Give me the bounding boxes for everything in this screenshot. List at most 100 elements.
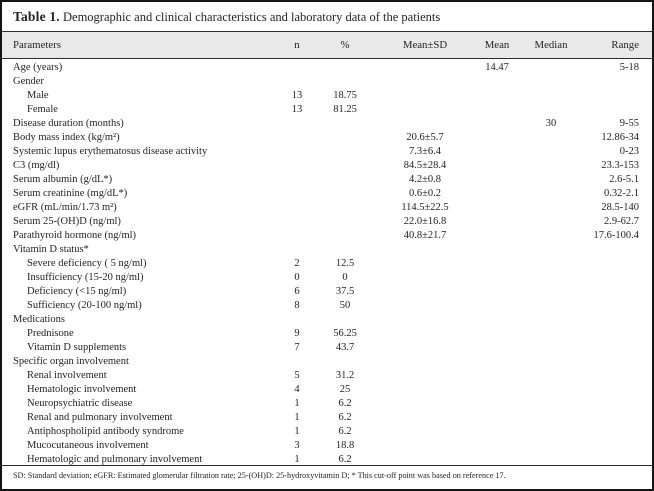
row-parameter: Serum albumin (g/dL*) xyxy=(13,174,113,185)
cell-n: 1 xyxy=(294,426,300,437)
cell-median: 30 xyxy=(545,118,557,129)
cell-range: 9-55 xyxy=(619,118,639,129)
table-row: Systemic lupus erythematosus disease act… xyxy=(13,145,641,159)
column-header-median: Median xyxy=(534,39,568,51)
table-caption-text: Demographic and clinical characteristics… xyxy=(59,10,441,24)
cell-range: 5-18 xyxy=(619,62,639,73)
cell-pct: 6.2 xyxy=(338,398,352,409)
column-header-mean: Mean xyxy=(484,39,510,51)
cell-n: 1 xyxy=(294,398,300,409)
cell-n: 13 xyxy=(291,104,303,115)
table-row: Antiphospholipid antibody syndrome 1 6.2 xyxy=(13,425,641,439)
cell-pct: 81.25 xyxy=(333,104,357,115)
row-parameter: Hematologic involvement xyxy=(27,384,137,395)
table-row: eGFR (mL/min/1.73 m²) 114.5±22.5 28.5-140 xyxy=(13,201,641,215)
table-row: Renal involvement 5 31.2 xyxy=(13,369,641,383)
cell-pct: 25 xyxy=(339,384,351,395)
table-row: Body mass index (kg/m²) 20.6±5.7 12.86-34 xyxy=(13,131,641,145)
row-parameter: Serum creatinine (mg/dL*) xyxy=(13,188,128,199)
cell-n: 4 xyxy=(294,384,300,395)
table-row: Disease duration (months) 30 9-55 xyxy=(13,117,641,131)
cell-n: 5 xyxy=(294,370,300,381)
cell-n: 1 xyxy=(294,412,300,423)
row-parameter: Renal involvement xyxy=(27,370,107,381)
row-parameter: Specific organ involvement xyxy=(13,356,129,367)
table-row: Male 13 18.75 xyxy=(13,89,641,103)
table-row: Sufficiency (20-100 ng/ml) 8 50 xyxy=(13,299,641,313)
cell-pct: 12.5 xyxy=(335,258,355,269)
row-parameter: Disease duration (months) xyxy=(13,118,124,129)
cell-range: 2.6-5.1 xyxy=(609,174,639,185)
cell-range: 0.32-2.1 xyxy=(604,188,639,199)
cell-mean_sd: 114.5±22.5 xyxy=(401,202,449,213)
row-parameter: C3 (mg/dl) xyxy=(13,160,60,171)
cell-range: 2.9-62.7 xyxy=(604,216,639,227)
row-parameter: Sufficiency (20-100 ng/ml) xyxy=(27,300,142,311)
table-row: Parathyroid hormone (ng/ml) 40.8±21.7 17.6… xyxy=(13,229,641,243)
cell-range: 0-23 xyxy=(619,146,639,157)
row-parameter: Mucocutaneous involvement xyxy=(27,440,149,451)
table-row: Severe deficiency ( 5 ng/ml) 2 12.5 xyxy=(13,257,641,271)
row-parameter: Deficiency (<15 ng/ml) xyxy=(27,286,127,297)
cell-pct: 18.75 xyxy=(333,90,357,101)
row-parameter: Systemic lupus erythematosus disease act… xyxy=(13,146,208,157)
column-header-row: Parameters n % Mean±SD Mean Median Range xyxy=(2,32,652,59)
row-parameter: Medications xyxy=(13,314,65,325)
table-row: Specific organ involvement xyxy=(13,355,641,369)
row-parameter: Vitamin D supplements xyxy=(27,342,127,353)
cell-mean_sd: 40.8±21.7 xyxy=(403,230,447,241)
cell-n: 0 xyxy=(294,272,300,283)
row-parameter: Body mass index (kg/m²) xyxy=(13,132,120,143)
cell-range: 12.86-34 xyxy=(601,132,639,143)
table-row: Serum creatinine (mg/dL*) 0.6±0.2 0.32-2.1 xyxy=(13,187,641,201)
table-row: Medications xyxy=(13,313,641,327)
table-row: Prednisone 9 56.25 xyxy=(13,327,641,341)
table-row: Serum 25-(OH)D (ng/ml) 22.0±16.8 2.9-62.7 xyxy=(13,215,641,229)
table-footnote: SD: Standard deviation; eGFR: Estimated … xyxy=(2,465,652,489)
cell-mean_sd: 84.5±28.4 xyxy=(403,160,447,171)
cell-n: 7 xyxy=(294,342,300,353)
cell-range: 28.5-140 xyxy=(601,202,639,213)
cell-mean_sd: 22.0±16.8 xyxy=(403,216,447,227)
table-row: Neuropsychiatric disease 1 6.2 xyxy=(13,397,641,411)
row-parameter: Vitamin D status* xyxy=(13,244,89,255)
table-number-label: Table 1. xyxy=(13,9,60,24)
table-row: Renal and pulmonary involvement 1 6.2 xyxy=(13,411,641,425)
row-parameter: Hematologic and pulmonary involvement xyxy=(27,454,203,465)
row-parameter: Antiphospholipid antibody syndrome xyxy=(27,426,184,437)
table-row: Hematologic and pulmonary involvement 1 6.… xyxy=(13,453,641,467)
table-row: Vitamin D status* xyxy=(13,243,641,257)
cell-mean_sd: 20.6±5.7 xyxy=(406,132,444,143)
cell-pct: 43.7 xyxy=(335,342,355,353)
row-parameter: Female xyxy=(27,104,58,115)
cell-pct: 0 xyxy=(342,272,348,283)
table-row: Mucocutaneous involvement 3 18.8 xyxy=(13,439,641,453)
cell-mean_sd: 7.3±6.4 xyxy=(408,146,441,157)
cell-n: 2 xyxy=(294,258,300,269)
cell-mean_sd: 0.6±0.2 xyxy=(408,188,441,199)
table-row: Vitamin D supplements 7 43.7 xyxy=(13,341,641,355)
column-header-range: Range xyxy=(611,39,639,51)
table-row: Age (years) 14.47 5-18 xyxy=(13,61,641,75)
cell-range: 23.3-153 xyxy=(601,160,639,171)
table-row: Gender xyxy=(13,75,641,89)
cell-pct: 31.2 xyxy=(335,370,355,381)
column-header-n: n xyxy=(294,39,300,51)
cell-pct: 50 xyxy=(339,300,351,311)
cell-pct: 6.2 xyxy=(338,412,352,423)
cell-n: 1 xyxy=(294,454,300,465)
cell-pct: 56.25 xyxy=(333,328,357,339)
table-row: C3 (mg/dl) 84.5±28.4 23.3-153 xyxy=(13,159,641,173)
cell-n: 6 xyxy=(294,286,300,297)
row-parameter: Neuropsychiatric disease xyxy=(27,398,133,409)
cell-pct: 6.2 xyxy=(338,426,352,437)
row-parameter: Parathyroid hormone (ng/ml) xyxy=(13,230,137,241)
row-parameter: Severe deficiency ( 5 ng/ml) xyxy=(27,258,147,269)
table-row: Hematologic involvement 4 25 xyxy=(13,383,641,397)
row-parameter: Insufficiency (15-20 ng/ml) xyxy=(27,272,144,283)
table-title: Table 1. Demographic and clinical charac… xyxy=(2,2,652,32)
column-header-mean-sd: Mean±SD xyxy=(402,39,448,51)
cell-pct: 6.2 xyxy=(338,454,352,465)
cell-pct: 18.8 xyxy=(335,440,355,451)
